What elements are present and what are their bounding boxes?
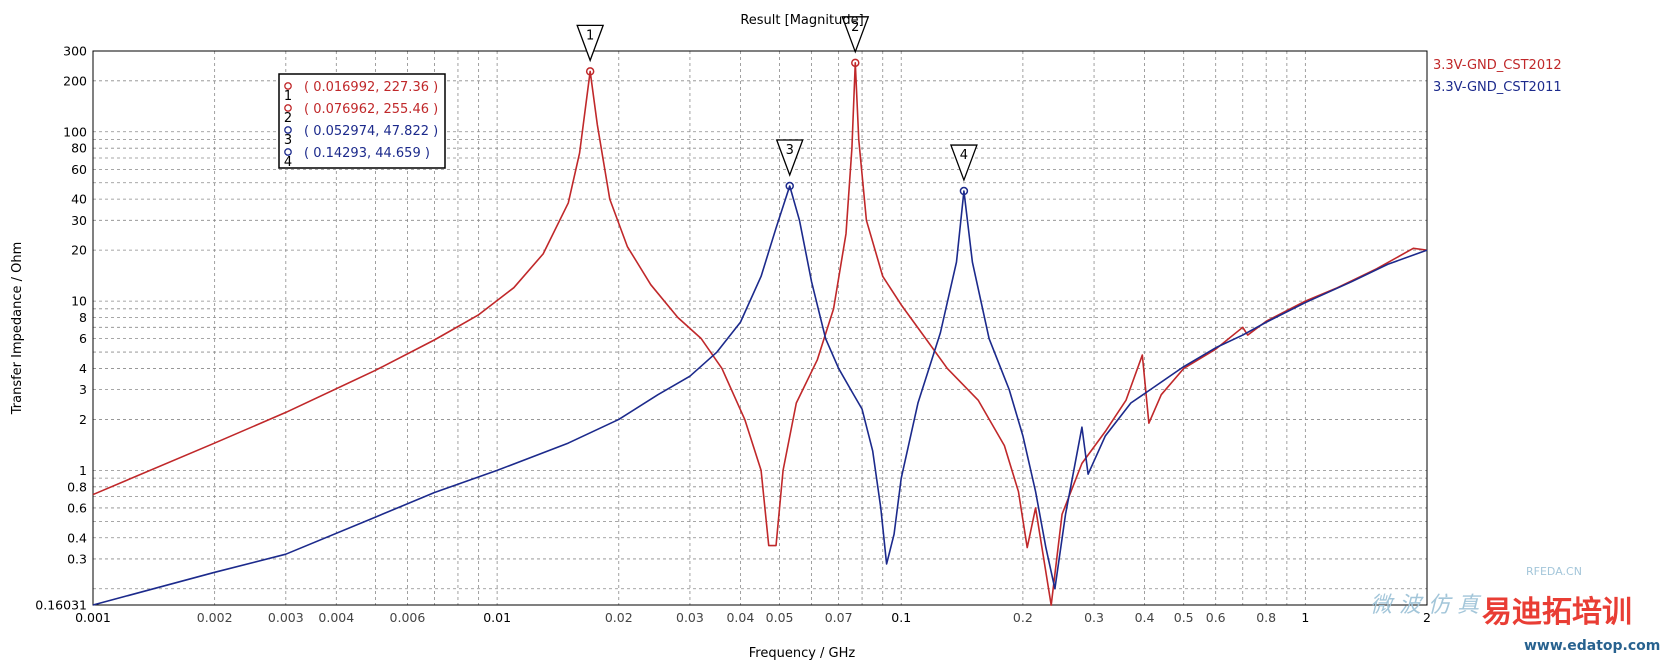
y-tick-label: 0.6	[67, 500, 87, 515]
x-tick-label: 0.1	[891, 610, 911, 625]
marker-point-3	[785, 181, 794, 191]
y-tick-label: 6	[79, 331, 87, 346]
marker-flag-label-4: 4	[960, 148, 968, 163]
y-tick-label: 300	[63, 44, 87, 59]
marker-flag-1	[576, 24, 605, 63]
y-tick-label: 0.16031	[35, 598, 87, 613]
readout-marker-icon	[284, 148, 292, 156]
grid-lines	[93, 51, 1428, 605]
marker-readout-box: 1 ( 0.016992, 227.36 ) 2 ( 0.076962, 255.46…	[278, 73, 446, 170]
readout-marker-icon	[284, 104, 292, 112]
x-axis-title: Frequency / GHz	[749, 646, 856, 661]
marker-layer: 1 2 3 4	[576, 16, 978, 196]
y-tick-label: 30	[71, 213, 87, 228]
x-tick-label: 0.8	[1256, 610, 1276, 625]
series-line-2	[92, 185, 1428, 606]
y-tick-label: 4	[79, 361, 87, 376]
y-axis-title: Transfer Impedance / Ohm	[10, 242, 25, 416]
marker-flag-3	[775, 139, 804, 177]
readout-marker-id: 4	[284, 155, 292, 170]
readout-marker-value: ( 0.076962, 255.46 )	[304, 102, 438, 117]
y-tick-label: 80	[71, 141, 87, 156]
y-tick-label: 100	[63, 124, 87, 139]
readout-marker-id: 3	[284, 133, 292, 148]
x-tick-label: 0.05	[766, 610, 794, 625]
x-tick-labels: 0.001 0.01 0.1 1 2 0.002 0.003 0.004 0.006 0.02 0.…	[75, 610, 1431, 625]
y-tick-label: 10	[71, 294, 87, 309]
marker-point-1	[585, 67, 595, 76]
x-tick-label: 1	[1301, 610, 1309, 625]
readout-marker-id: 2	[284, 111, 292, 126]
x-tick-label: 0.003	[268, 610, 304, 625]
readout-marker-id: 1	[284, 89, 292, 104]
y-tick-label: 1	[79, 463, 87, 478]
x-tick-label: 0.004	[318, 610, 354, 625]
y-tick-label: 3	[79, 382, 87, 397]
y-tick-label: 200	[63, 73, 87, 88]
legend: 3.3V-GND_CST2012 3.3V-GND_CST2011	[1433, 58, 1562, 95]
watermark: RFEDA.CN 微 波 仿 真 易迪拓培训 www.edatop.com	[1370, 565, 1660, 654]
x-tick-label: 0.6	[1206, 610, 1226, 625]
marker-flag-label-3: 3	[786, 143, 794, 158]
chart-title: Result [Magnitude]	[740, 13, 863, 28]
watermark-cn-text: 微 波 仿 真	[1370, 593, 1482, 618]
y-tick-label: 40	[71, 192, 87, 207]
y-tick-label: 8	[79, 310, 87, 325]
marker-point-4	[959, 186, 969, 196]
readout-marker-icon	[284, 126, 292, 134]
legend-entry-2: 3.3V-GND_CST2011	[1433, 80, 1562, 95]
marker-point-2	[851, 58, 860, 68]
marker-flag-label-1: 1	[586, 28, 594, 43]
readout-marker-value: ( 0.14293, 44.659 )	[304, 146, 430, 161]
x-tick-label: 0.07	[825, 610, 853, 625]
x-tick-label: 0.04	[726, 610, 754, 625]
watermark-site: www.edatop.com	[1524, 638, 1660, 654]
x-tick-label: 0.006	[390, 610, 426, 625]
x-tick-label: 0.02	[605, 610, 633, 625]
x-tick-label: 0.3	[1084, 610, 1104, 625]
x-tick-label: 2	[1423, 610, 1431, 625]
x-tick-label: 0.4	[1135, 610, 1155, 625]
x-tick-label: 0.2	[1013, 610, 1033, 625]
marker-flag-2	[841, 16, 870, 54]
x-tick-label: 0.5	[1174, 610, 1194, 625]
y-tick-labels: 0.16031 0.3 0.4 0.6 0.81 2 3 4 6 810 20 30 40 60 80 100…	[35, 44, 87, 613]
watermark-brand: 易迪拓培训	[1482, 595, 1632, 630]
x-tick-label: 0.03	[676, 610, 704, 625]
y-tick-label: 0.8	[67, 479, 87, 494]
readout-marker-value: ( 0.016992, 227.36 )	[304, 80, 438, 95]
series-layer	[92, 62, 1428, 606]
x-tick-label: 0.001	[75, 610, 111, 625]
y-tick-label: 20	[71, 243, 87, 258]
plot-area-frame	[92, 50, 1428, 606]
x-tick-label: 0.002	[197, 610, 233, 625]
y-tick-label: 0.3	[67, 551, 87, 566]
legend-entry-1: 3.3V-GND_CST2012	[1433, 58, 1562, 73]
marker-flag-label-2: 2	[851, 20, 859, 35]
readout-marker-icon	[284, 82, 292, 90]
y-tick-label: 2	[79, 412, 87, 427]
watermark-rfeda: RFEDA.CN	[1526, 565, 1582, 578]
series-line-1	[92, 62, 1428, 606]
y-tick-label: 60	[71, 162, 87, 177]
y-tick-label: 0.4	[67, 530, 87, 545]
readout-marker-value: ( 0.052974, 47.822 )	[304, 124, 438, 139]
marker-flag-4	[949, 144, 978, 182]
x-tick-label: 0.01	[483, 610, 511, 625]
